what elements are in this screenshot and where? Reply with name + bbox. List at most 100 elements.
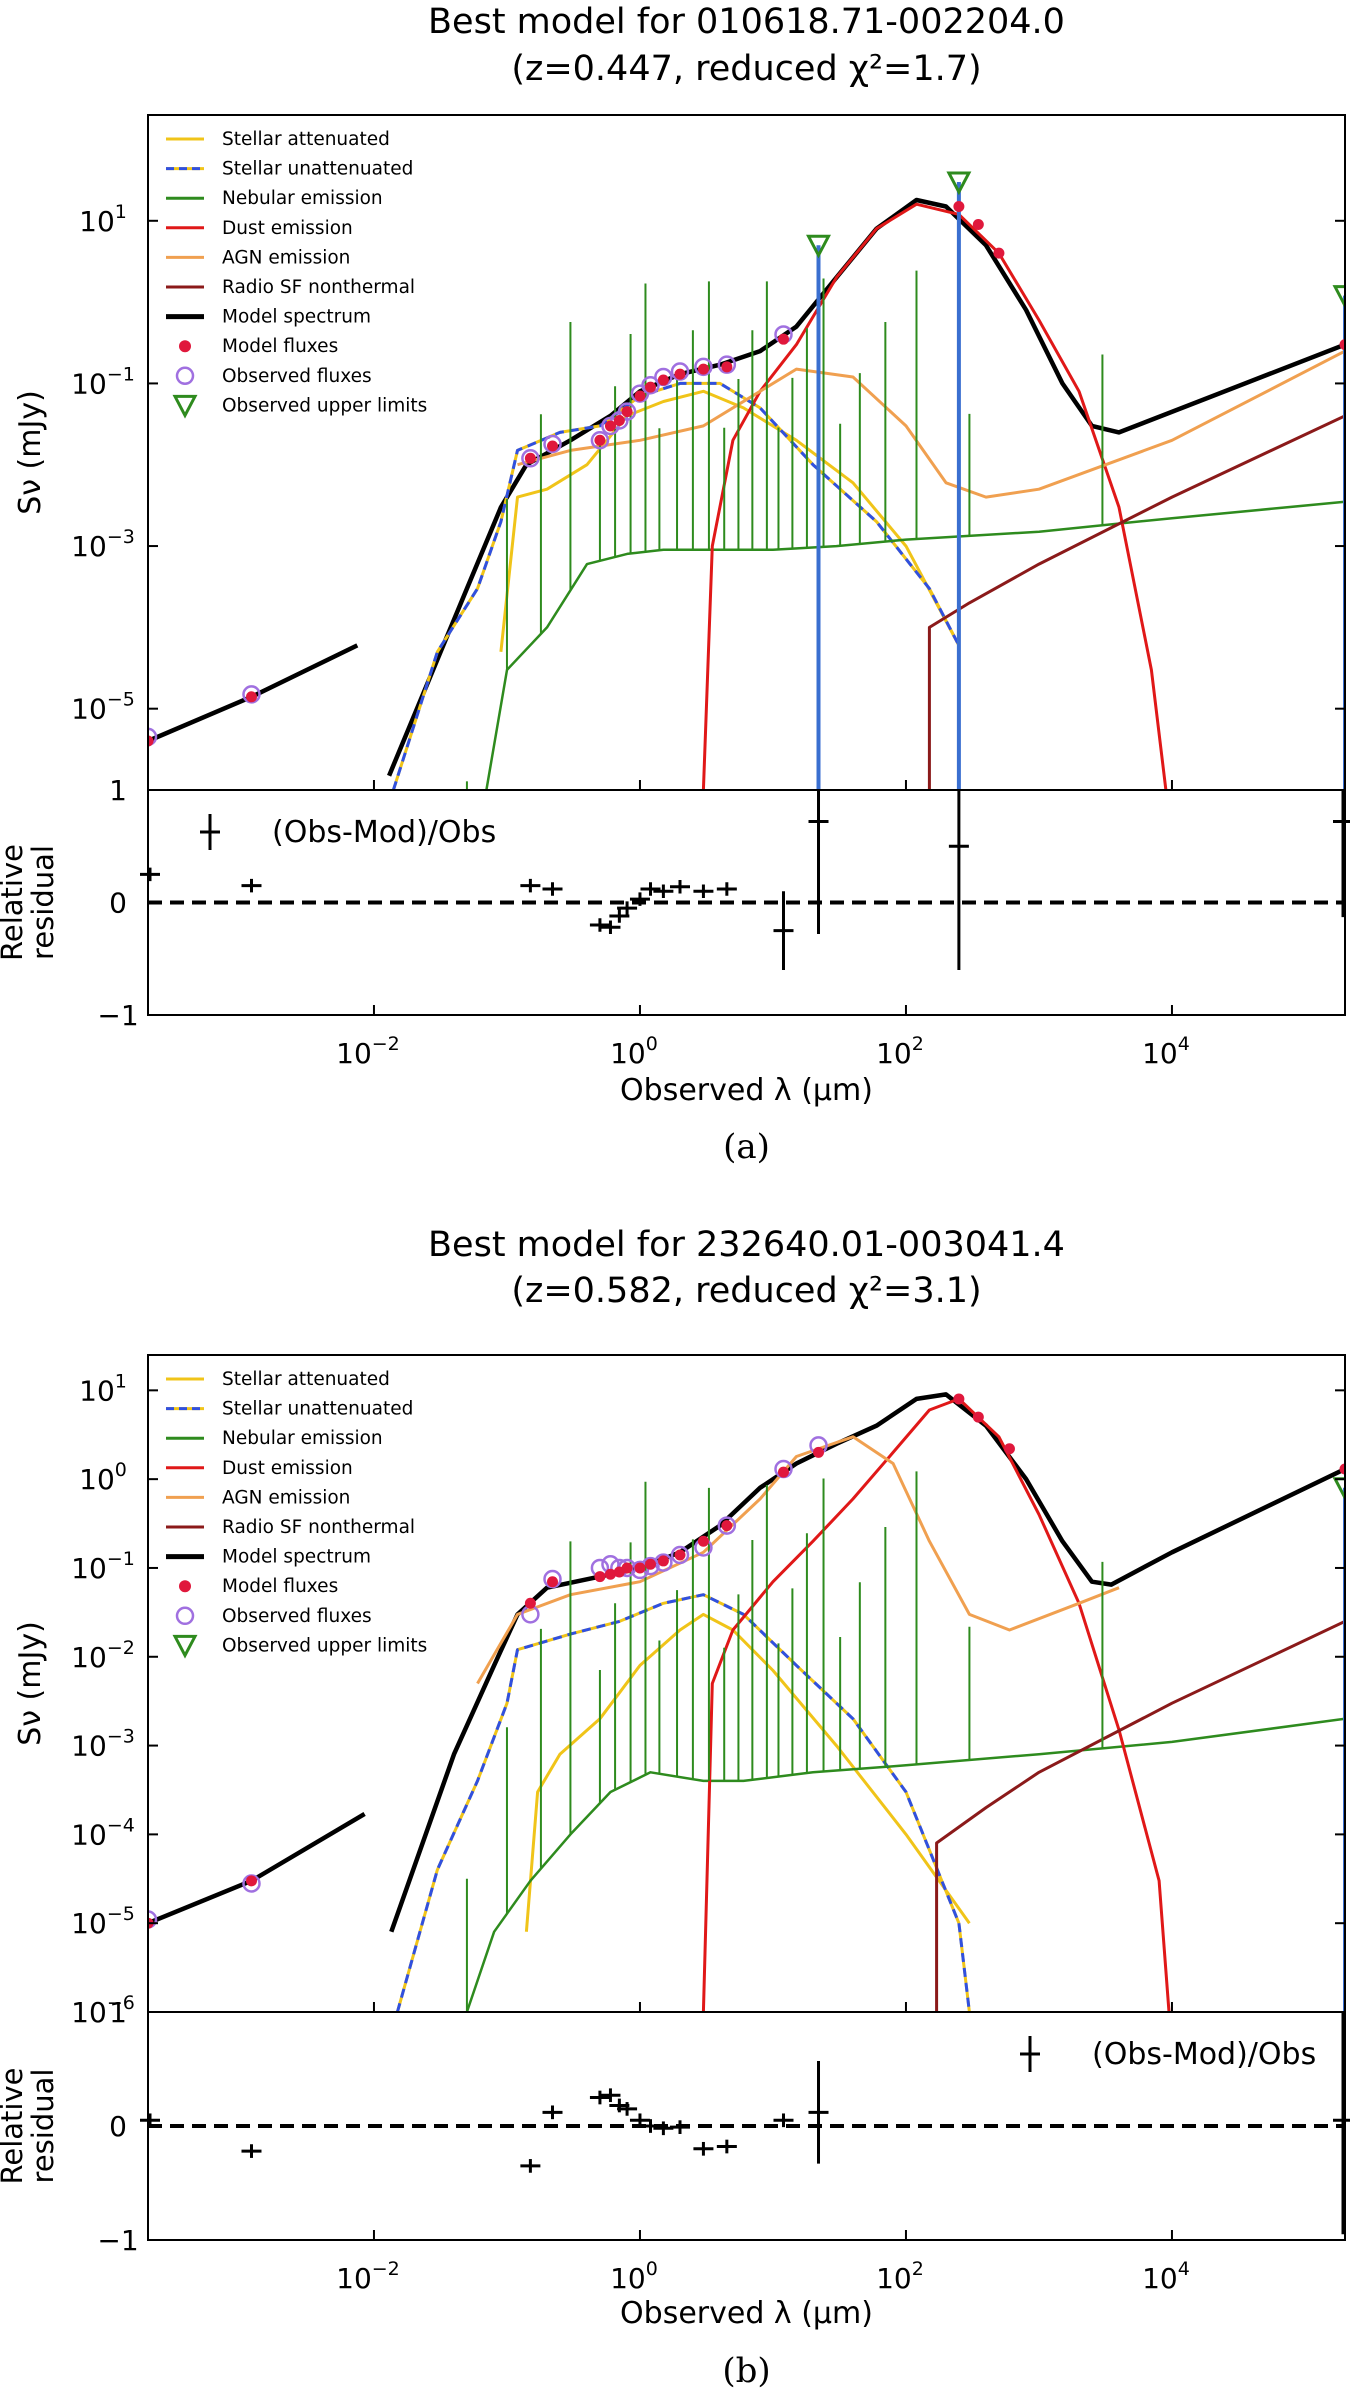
model-flux-point <box>674 368 686 380</box>
legend-label: Stellar unattenuated <box>222 159 413 180</box>
series-line-dust-emission <box>701 1397 1171 2012</box>
series-line-model-spectrum <box>148 1811 366 1926</box>
y-tick-label: 10−3 <box>71 526 135 563</box>
model-flux-point <box>634 390 646 402</box>
series-line-nebular-emission <box>485 500 1345 790</box>
model-flux-point <box>972 219 984 231</box>
model-flux-point <box>777 1466 789 1478</box>
observed-flux-point <box>617 402 637 421</box>
model-flux-point <box>697 1535 709 1547</box>
model-flux-point <box>604 420 616 432</box>
model-flux-point <box>777 333 789 345</box>
y-tick-label: 10−1 <box>71 1548 135 1585</box>
x-tick-label: 10−2 <box>336 1033 400 1070</box>
chart-subtitle: (z=0.582, reduced χ²=3.1) <box>511 1271 981 1311</box>
model-flux-point <box>604 1568 616 1580</box>
y-tick-label: 10−3 <box>71 1726 135 1763</box>
residual-legend-label: (Obs-Mod)/Obs <box>1092 2037 1316 2072</box>
observed-flux-point <box>717 1516 737 1535</box>
residual-tick-label: 1 <box>109 774 127 807</box>
observed-flux-point <box>670 1545 690 1565</box>
residual-legend-label: (Obs-Mod)/Obs <box>272 815 496 850</box>
series-line-underlay <box>395 1593 971 2012</box>
series-line-agn-emission <box>476 1435 1120 1685</box>
model-flux-point <box>657 1555 669 1567</box>
chart-subtitle: (z=0.447, reduced χ²=1.7) <box>511 49 981 89</box>
observed-flux-point <box>148 727 158 747</box>
series-line-model-spectrum <box>387 197 1345 777</box>
legend-swatch <box>179 340 191 353</box>
model-flux-point <box>245 691 257 703</box>
upper-limit-marker <box>1332 285 1345 309</box>
model-flux-point <box>524 452 536 464</box>
legend-label: Radio SF nonthermal <box>222 277 415 298</box>
model-flux-point <box>634 1562 646 1574</box>
model-flux-point <box>1003 1443 1015 1455</box>
y-tick-label: 10−4 <box>71 1814 135 1851</box>
legend-swatch <box>172 1634 198 1659</box>
model-flux-point <box>1339 339 1345 351</box>
model-flux-point <box>993 247 1005 259</box>
legend-label: Nebular emission <box>222 1428 383 1449</box>
observed-flux-point <box>543 434 562 454</box>
residual-tick-label: 0 <box>109 887 127 920</box>
residual-y-label-line1: Relative <box>0 844 29 961</box>
model-flux-point <box>674 1549 686 1561</box>
y-tick-label: 10−2 <box>71 1637 135 1674</box>
series-line-radio-sf-nonthermal <box>927 414 1345 790</box>
series-line-dust-emission <box>701 202 1168 790</box>
legend-label: Observed fluxes <box>222 1606 372 1627</box>
legend-label: Dust emission <box>222 218 353 239</box>
model-flux-point <box>621 406 633 418</box>
model-flux-point <box>245 1875 257 1887</box>
upper-limit-marker <box>806 234 831 259</box>
residual-tick-label: −1 <box>97 2224 138 2257</box>
legend-swatch <box>175 1606 195 1626</box>
y-tick-label: 10−5 <box>71 1903 135 1940</box>
y-tick-label: 101 <box>79 1370 127 1407</box>
model-flux-point <box>644 381 656 393</box>
x-tick-label: 104 <box>1142 1033 1190 1070</box>
legend-label: Observed upper limits <box>222 395 427 416</box>
observed-flux-point <box>601 416 620 436</box>
residual-tick-label: 1 <box>109 1996 127 2029</box>
series-line-stellar-attenuated <box>499 389 961 652</box>
x-tick-label: 100 <box>610 1033 658 1070</box>
model-flux-point <box>1339 1463 1345 1475</box>
y-tick-label: 10−5 <box>71 689 135 726</box>
model-flux-point <box>621 1562 633 1574</box>
x-tick-label: 102 <box>876 1033 924 1070</box>
series-line-stellar-unattenuated <box>395 1593 971 2012</box>
observed-flux-point <box>641 375 660 395</box>
model-flux-point <box>813 1446 825 1458</box>
upper-limit-marker <box>1332 1477 1345 1501</box>
model-flux-point <box>697 363 709 375</box>
residual-y-label-line2: residual <box>26 845 60 960</box>
main-plot-area <box>148 1392 1345 2012</box>
x-axis-label: Observed λ (μm) <box>620 1073 873 1108</box>
y-tick-label: 10−6 <box>71 1992 135 2029</box>
model-flux-point <box>721 1520 733 1532</box>
model-flux-point <box>613 414 625 426</box>
legend-label: Model fluxes <box>222 1576 338 1597</box>
x-tick-label: 10−2 <box>336 2258 400 2295</box>
panel-caption: (b) <box>722 2351 770 2391</box>
y-tick-label: 100 <box>79 1459 127 1496</box>
legend: Stellar attenuated Stellar unattenuated Ne… <box>166 129 427 419</box>
model-flux-point <box>644 1558 656 1570</box>
legend-label: Observed fluxes <box>222 366 372 387</box>
legend-label: Stellar unattenuated <box>222 1399 413 1420</box>
legend-label: Stellar attenuated <box>222 129 390 150</box>
observed-flux-point <box>148 1910 158 1929</box>
legend-label: Model spectrum <box>222 307 371 328</box>
chart-title: Best model for 232640.01-003041.4 <box>428 1225 1065 1265</box>
model-flux-point <box>148 735 154 747</box>
series-line-nebular-emission <box>465 1717 1345 2012</box>
main-plot-area <box>148 171 1345 790</box>
residual-tick-label: 0 <box>109 2110 127 2143</box>
model-flux-point <box>547 440 559 452</box>
observed-flux-point <box>717 355 737 374</box>
residual-y-label-line2: residual <box>26 2069 60 2184</box>
